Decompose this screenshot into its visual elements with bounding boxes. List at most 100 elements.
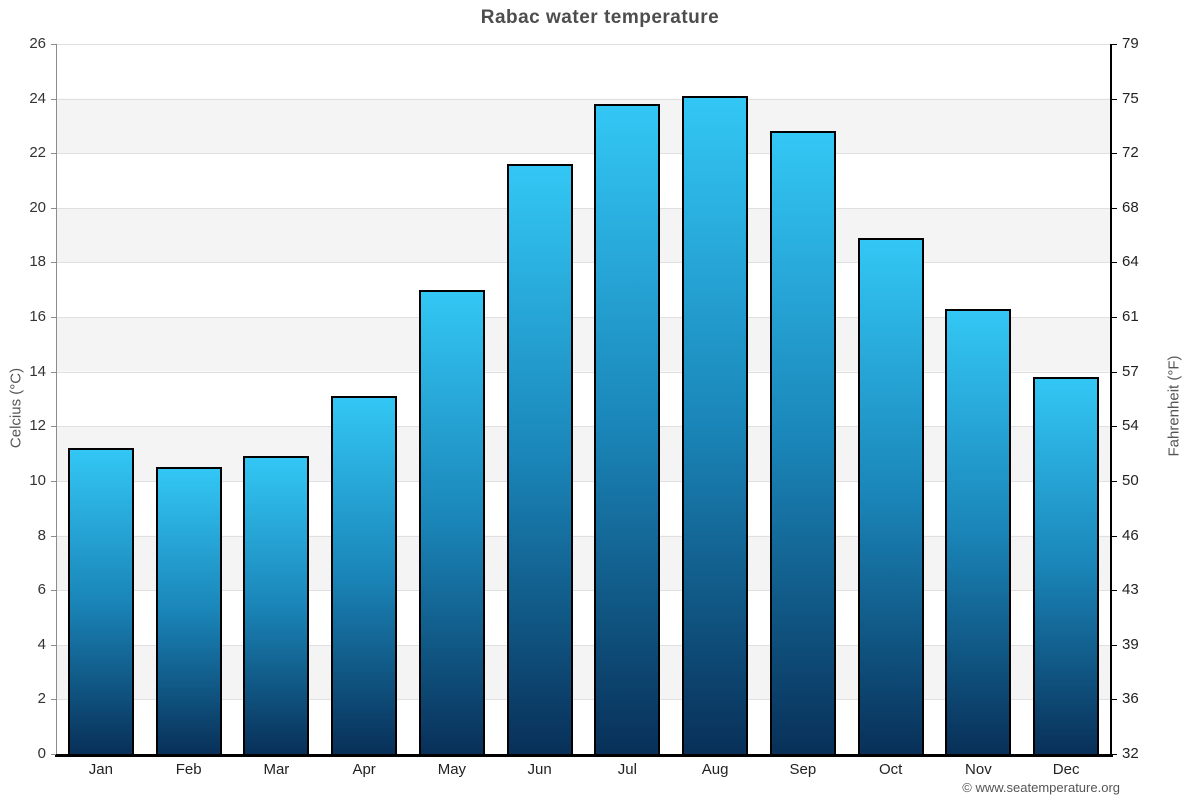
y-tick-mark-right xyxy=(1112,699,1117,701)
chart-title: Rabac water temperature xyxy=(480,7,720,28)
gridline xyxy=(57,98,1110,100)
gridline xyxy=(57,44,1110,45)
y-tick-mark-left xyxy=(51,644,56,646)
y-tick-mark-right xyxy=(1112,44,1117,45)
gridline xyxy=(57,207,1110,209)
y-tick-label-celsius: 20 xyxy=(29,198,46,216)
bar-apr xyxy=(331,396,398,754)
bar-dec xyxy=(1033,377,1100,754)
gridline xyxy=(57,317,1110,319)
y-tick-mark-left xyxy=(51,754,56,755)
gridline xyxy=(57,535,1110,537)
y-tick-label-celsius: 18 xyxy=(29,253,46,271)
y-tick-label-fahrenheit: 61 xyxy=(1122,308,1139,326)
y-tick-label-fahrenheit: 79 xyxy=(1122,35,1139,52)
y-tick-label-fahrenheit: 54 xyxy=(1122,417,1139,435)
y-tick-mark-left xyxy=(51,590,56,592)
bar-nov xyxy=(945,308,1012,754)
y-tick-mark-right xyxy=(1112,317,1117,319)
bar-oct xyxy=(857,237,924,754)
gridline xyxy=(57,426,1110,428)
y-tick-mark-left xyxy=(51,480,56,482)
y-tick-label-fahrenheit: 75 xyxy=(1122,89,1139,107)
x-tick-label-dec: Dec xyxy=(1052,761,1080,778)
y-tick-label-celsius: 8 xyxy=(37,526,46,544)
bar-feb xyxy=(155,467,222,754)
y-tick-label-celsius: 16 xyxy=(29,308,46,326)
y-tick-label-celsius: 6 xyxy=(37,581,46,599)
x-tick-label-aug: Aug xyxy=(701,761,729,778)
y-tick-label-celsius: 0 xyxy=(37,745,46,762)
bar-mar xyxy=(243,456,310,754)
x-tick-label-jun: Jun xyxy=(527,761,552,778)
y-tick-mark-left xyxy=(51,535,56,537)
y-tick-label-fahrenheit: 50 xyxy=(1122,471,1139,489)
y-tick-mark-right xyxy=(1112,371,1117,373)
x-tick-label-mar: Mar xyxy=(263,761,290,778)
y-tick-mark-right xyxy=(1112,98,1117,100)
y-tick-mark-left xyxy=(51,262,56,264)
x-tick-label-nov: Nov xyxy=(965,761,992,778)
x-tick-label-jan: Jan xyxy=(88,761,113,778)
y-tick-mark-right xyxy=(1112,590,1117,592)
y-tick-mark-left xyxy=(51,207,56,209)
x-tick-label-feb: Feb xyxy=(175,761,202,778)
x-tick-label-apr: Apr xyxy=(352,761,376,778)
y-tick-label-celsius: 14 xyxy=(29,362,46,380)
y-tick-label-celsius: 24 xyxy=(29,89,46,107)
gridline xyxy=(57,590,1110,592)
y-tick-mark-left xyxy=(51,426,56,428)
gridline xyxy=(57,262,1110,264)
x-tick-label-jul: Jul xyxy=(617,761,637,778)
y-tick-label-fahrenheit: 68 xyxy=(1122,198,1139,216)
y-tick-label-fahrenheit: 64 xyxy=(1122,253,1139,271)
y-tick-mark-right xyxy=(1112,426,1117,428)
y-tick-label-fahrenheit: 32 xyxy=(1122,745,1139,762)
y-tick-label-fahrenheit: 46 xyxy=(1122,526,1139,544)
y-tick-mark-left xyxy=(51,317,56,319)
y-tick-label-fahrenheit: 39 xyxy=(1122,635,1139,653)
y-tick-mark-left xyxy=(51,371,56,373)
y-tick-mark-left xyxy=(51,98,56,100)
x-tick-label-oct: Oct xyxy=(878,761,903,778)
y-tick-label-fahrenheit: 43 xyxy=(1122,581,1139,599)
gridline xyxy=(57,644,1110,646)
x-axis-line xyxy=(55,754,1113,757)
bar-may xyxy=(418,289,485,754)
gridline xyxy=(57,480,1110,482)
gridline xyxy=(57,153,1110,155)
bar-aug xyxy=(682,95,749,754)
x-tick-label-may: May xyxy=(437,761,467,778)
bar-sep xyxy=(769,131,836,754)
copyright-text: © www.seatemperature.org xyxy=(962,780,1120,795)
y-tick-label-celsius: 22 xyxy=(29,144,46,162)
y-axis-line-right xyxy=(1110,44,1112,755)
y-tick-mark-left xyxy=(51,44,56,45)
plot-area xyxy=(57,44,1110,754)
y-tick-label-celsius: 12 xyxy=(29,417,46,435)
y-tick-label-celsius: 10 xyxy=(29,471,46,489)
x-tick-label-sep: Sep xyxy=(789,761,817,778)
y-tick-mark-right xyxy=(1112,262,1117,264)
y-tick-mark-right xyxy=(1112,153,1117,155)
y-tick-label-celsius: 26 xyxy=(29,35,46,52)
y-tick-label-fahrenheit: 57 xyxy=(1122,362,1139,380)
y-tick-mark-left xyxy=(51,699,56,701)
y-axis-line-left xyxy=(56,44,57,754)
y-axis-title-celsius: Celcius (°C) xyxy=(7,367,25,449)
gridline xyxy=(57,699,1110,701)
bar-jul xyxy=(594,104,661,754)
gridline xyxy=(57,371,1110,373)
y-tick-mark-right xyxy=(1112,207,1117,209)
y-tick-mark-right xyxy=(1112,644,1117,646)
y-tick-mark-right xyxy=(1112,535,1117,537)
y-tick-label-celsius: 4 xyxy=(37,635,46,653)
y-tick-label-celsius: 2 xyxy=(37,690,46,708)
y-tick-label-fahrenheit: 72 xyxy=(1122,144,1139,162)
y-tick-mark-right xyxy=(1112,754,1117,755)
y-tick-label-fahrenheit: 36 xyxy=(1122,690,1139,708)
bar-jun xyxy=(506,164,573,754)
bar-jan xyxy=(67,448,134,754)
y-tick-mark-left xyxy=(51,153,56,155)
